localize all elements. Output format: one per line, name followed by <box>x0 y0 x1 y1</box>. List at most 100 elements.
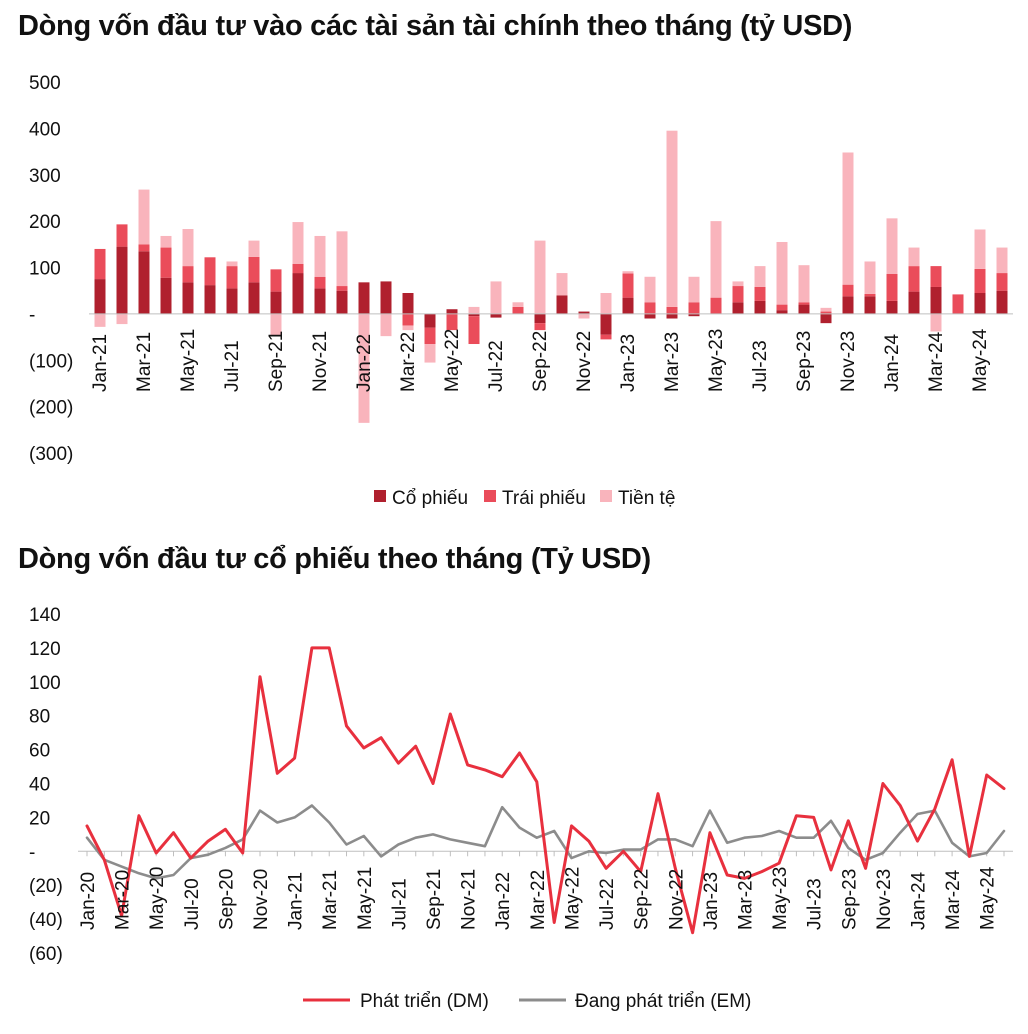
y-tick-label: 120 <box>29 639 61 660</box>
x-tick-label: Mar-21 <box>134 332 155 392</box>
bar-trai-phieu <box>644 302 656 314</box>
x-tick-label: May-22 <box>442 329 463 392</box>
bar-tien-te <box>622 271 634 274</box>
legend-swatch <box>374 490 386 502</box>
y-tick-label: 60 <box>29 741 50 762</box>
x-tick-label: May-21 <box>178 329 199 392</box>
bar-co-phieu <box>138 251 150 314</box>
bar-tien-te <box>512 302 524 307</box>
bar-trai-phieu <box>908 266 920 292</box>
x-tick-label: Jan-22 <box>493 872 514 930</box>
bar-co-phieu <box>182 282 194 314</box>
legend-label: Đang phát triển (EM) <box>575 991 751 1012</box>
y-tick-label: (300) <box>29 444 73 465</box>
bar-tien-te <box>490 281 502 314</box>
bar-trai-phieu <box>424 327 436 345</box>
x-tick-label: Jan-24 <box>908 871 929 930</box>
x-tick-label: Sep-22 <box>530 331 551 392</box>
legend-label: Trái phiếu <box>502 488 586 509</box>
bar-co-phieu <box>974 293 986 314</box>
x-tick-label: Sep-23 <box>839 869 860 930</box>
x-tick-label: Sep-22 <box>632 869 653 930</box>
bar-trai-phieu <box>798 302 810 305</box>
bar-co-phieu <box>402 293 414 314</box>
bar-trai-phieu <box>534 323 546 331</box>
x-tick-label: May-23 <box>770 867 791 930</box>
bar-co-phieu <box>688 313 700 317</box>
bar-tien-te <box>380 313 392 337</box>
bar-tien-te <box>336 231 348 287</box>
x-tick-label: May-23 <box>706 329 727 392</box>
x-tick-label: Mar-21 <box>320 870 341 930</box>
bar-tien-te <box>314 235 326 277</box>
bar-co-phieu <box>314 288 326 314</box>
bar-trai-phieu <box>974 268 986 294</box>
x-tick-label: Jul-21 <box>222 340 243 392</box>
bar-tien-te <box>842 152 854 285</box>
bar-trai-phieu <box>600 334 612 340</box>
x-tick-label: Jul-22 <box>597 878 618 930</box>
x-tick-label: Jan-21 <box>286 872 307 930</box>
bar-co-phieu <box>600 313 612 335</box>
bar-co-phieu <box>204 285 216 314</box>
x-tick-label: Mar-24 <box>943 869 964 930</box>
legend-label: Cổ phiếu <box>392 488 468 509</box>
bar-tien-te <box>908 247 920 267</box>
x-tick-label: Nov-20 <box>251 869 272 930</box>
bar-trai-phieu <box>864 293 876 297</box>
bar-tien-te <box>798 265 810 303</box>
x-tick-label: Nov-23 <box>874 869 895 930</box>
bar-chart: 500 400 300 200 100 - (100) (200) (300) Jan-21 Mar… <box>29 73 1013 509</box>
x-tick-label: May-21 <box>355 867 376 930</box>
bar-tien-te <box>468 306 480 314</box>
bar-trai-phieu <box>204 257 216 286</box>
x-tick-label: Jan-23 <box>701 872 722 930</box>
y-tick-label: 80 <box>29 707 50 728</box>
y-tick-label: 400 <box>29 119 61 140</box>
bar-co-phieu <box>864 296 876 314</box>
bar-co-phieu <box>622 297 634 314</box>
bar-co-phieu <box>336 290 348 314</box>
bar-co-phieu <box>842 296 854 314</box>
bar-trai-phieu <box>952 294 964 314</box>
bar-tien-te <box>116 313 128 325</box>
bar-trai-phieu <box>116 224 128 247</box>
bar-co-phieu <box>248 282 260 314</box>
bar-co-phieu <box>116 246 128 314</box>
bar-co-phieu <box>226 288 238 314</box>
bar-tien-te <box>996 247 1008 274</box>
bar-trai-phieu <box>842 284 854 297</box>
y-tick-label: 140 <box>29 605 61 626</box>
bar-co-phieu <box>556 295 568 314</box>
bar-co-phieu <box>754 300 766 314</box>
x-tick-label: Mar-22 <box>398 332 419 392</box>
bar-tien-te <box>138 189 150 245</box>
x-tick-label: Mar-23 <box>735 870 756 930</box>
y-tick-label: (100) <box>29 351 73 372</box>
legend-label: Phát triển (DM) <box>360 991 489 1012</box>
bar-trai-phieu <box>776 304 788 311</box>
bar-co-phieu <box>534 313 546 324</box>
y-tick-label: 40 <box>29 775 50 796</box>
bar-co-phieu <box>798 304 810 314</box>
bar-co-phieu <box>776 310 788 314</box>
bar-trai-phieu <box>138 244 150 252</box>
bar-trai-phieu <box>930 266 942 287</box>
x-tick-label: Nov-22 <box>666 869 687 930</box>
y-tick-label: - <box>29 305 35 326</box>
bar-co-phieu <box>930 286 942 314</box>
y-tick-label: 100 <box>29 259 61 280</box>
bar-tien-te <box>732 281 744 287</box>
chart-1-title: Dòng vốn đầu tư vào các tài sản tài chín… <box>18 10 853 42</box>
y-tick-label: 500 <box>29 73 61 94</box>
x-tick-label: Jul-20 <box>182 878 203 930</box>
bar-co-phieu <box>160 277 172 314</box>
bar-tien-te <box>864 261 876 294</box>
bar-tien-te <box>930 313 942 332</box>
bar-tien-te <box>248 240 260 257</box>
y-tick-label: (60) <box>29 944 63 965</box>
bar-trai-phieu <box>160 247 172 278</box>
bar-tien-te <box>666 130 678 307</box>
x-tick-label: May-22 <box>562 867 583 930</box>
bar-trai-phieu <box>292 263 304 274</box>
